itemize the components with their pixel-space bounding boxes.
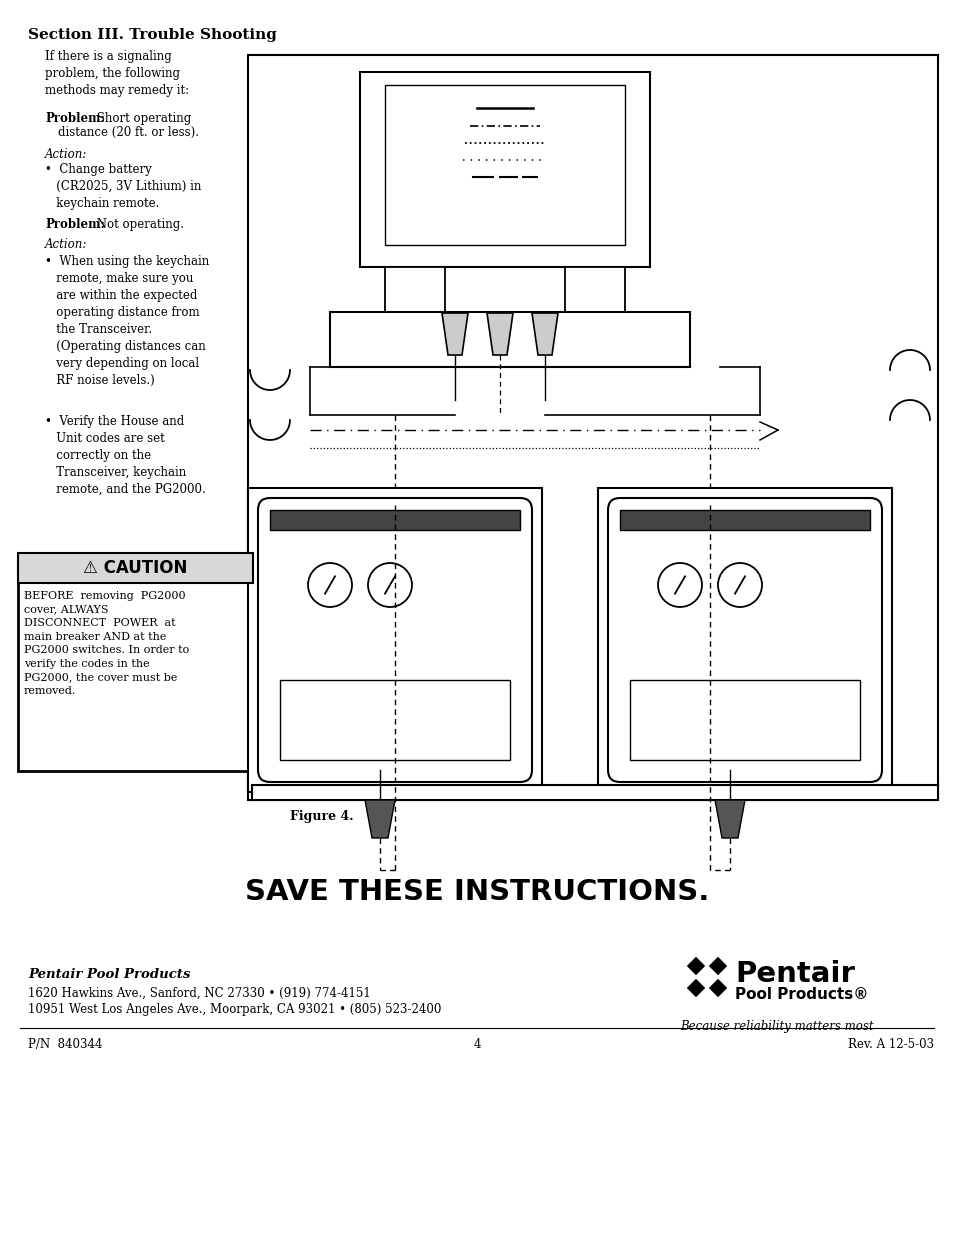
Bar [18, 553, 253, 583]
Text: Pool Products®: Pool Products® [734, 987, 867, 1002]
Polygon shape [441, 312, 468, 354]
Text: 10951 West Los Angeles Ave., Moorpark, CA 93021 • (805) 523-2400: 10951 West Los Angeles Ave., Moorpark, C… [28, 1003, 441, 1016]
Bar [248, 488, 541, 792]
FancyBboxPatch shape [607, 498, 882, 782]
Text: distance (20 ft. or less).: distance (20 ft. or less). [58, 126, 199, 140]
Bar [619, 510, 837, 725]
Bar [252, 785, 937, 800]
Text: 1620 Hawkins Ave., Sanford, NC 27330 • (919) 774-4151: 1620 Hawkins Ave., Sanford, NC 27330 • (… [28, 987, 371, 1000]
Polygon shape [685, 956, 705, 976]
Bar [270, 510, 519, 530]
Text: •  Change battery
   (CR2025, 3V Lithium) in
   keychain remote.: • Change battery (CR2025, 3V Lithium) in… [45, 163, 201, 210]
Text: Pentair Pool Products: Pentair Pool Products [28, 968, 191, 981]
Text: •  When using the keychain
   remote, make sure you
   are within the expected
 : • When using the keychain remote, make s… [45, 254, 209, 387]
Bar [385, 85, 624, 245]
Text: Pentair: Pentair [734, 960, 854, 988]
Polygon shape [365, 800, 395, 839]
Polygon shape [532, 312, 558, 354]
Text: Not operating.: Not operating. [92, 219, 184, 231]
Bar [330, 312, 689, 367]
Text: Action:: Action: [45, 148, 88, 161]
Text: Rev. A 12-5-03: Rev. A 12-5-03 [847, 1037, 933, 1051]
Text: Figure 4.: Figure 4. [290, 810, 354, 823]
Text: SAVE THESE INSTRUCTIONS.: SAVE THESE INSTRUCTIONS. [245, 878, 708, 906]
Polygon shape [486, 312, 513, 354]
Bar [18, 553, 253, 771]
FancyBboxPatch shape [257, 498, 532, 782]
Text: Short operating: Short operating [92, 112, 191, 125]
Text: 4: 4 [473, 1037, 480, 1051]
Polygon shape [707, 956, 727, 976]
Bar [629, 680, 859, 760]
Bar [564, 267, 624, 312]
Text: Problem:: Problem: [45, 112, 105, 125]
Bar [248, 56, 937, 800]
Bar [385, 267, 444, 312]
Text: If there is a signaling
problem, the following
methods may remedy it:: If there is a signaling problem, the fol… [45, 49, 189, 98]
Bar [619, 510, 869, 530]
Text: BEFORE  removing  PG2000
cover, ALWAYS
DISCONNECT  POWER  at
main breaker AND at: BEFORE removing PG2000 cover, ALWAYS DIS… [24, 592, 189, 697]
Bar [285, 510, 499, 725]
Bar [280, 680, 510, 760]
Polygon shape [714, 800, 744, 839]
Text: Because reliability matters most: Because reliability matters most [679, 1020, 873, 1032]
Polygon shape [707, 978, 727, 998]
Polygon shape [685, 978, 705, 998]
Text: Action:: Action: [45, 238, 88, 251]
Text: Problem:: Problem: [45, 219, 105, 231]
Text: Section III. Trouble Shooting: Section III. Trouble Shooting [28, 28, 276, 42]
Bar [359, 72, 649, 267]
Text: ⚠ CAUTION: ⚠ CAUTION [83, 559, 188, 577]
Text: P/N  840344: P/N 840344 [28, 1037, 102, 1051]
Bar [598, 488, 891, 792]
Text: •  Verify the House and
   Unit codes are set
   correctly on the
   Transceiver: • Verify the House and Unit codes are se… [45, 415, 206, 496]
Bar [18, 553, 253, 583]
